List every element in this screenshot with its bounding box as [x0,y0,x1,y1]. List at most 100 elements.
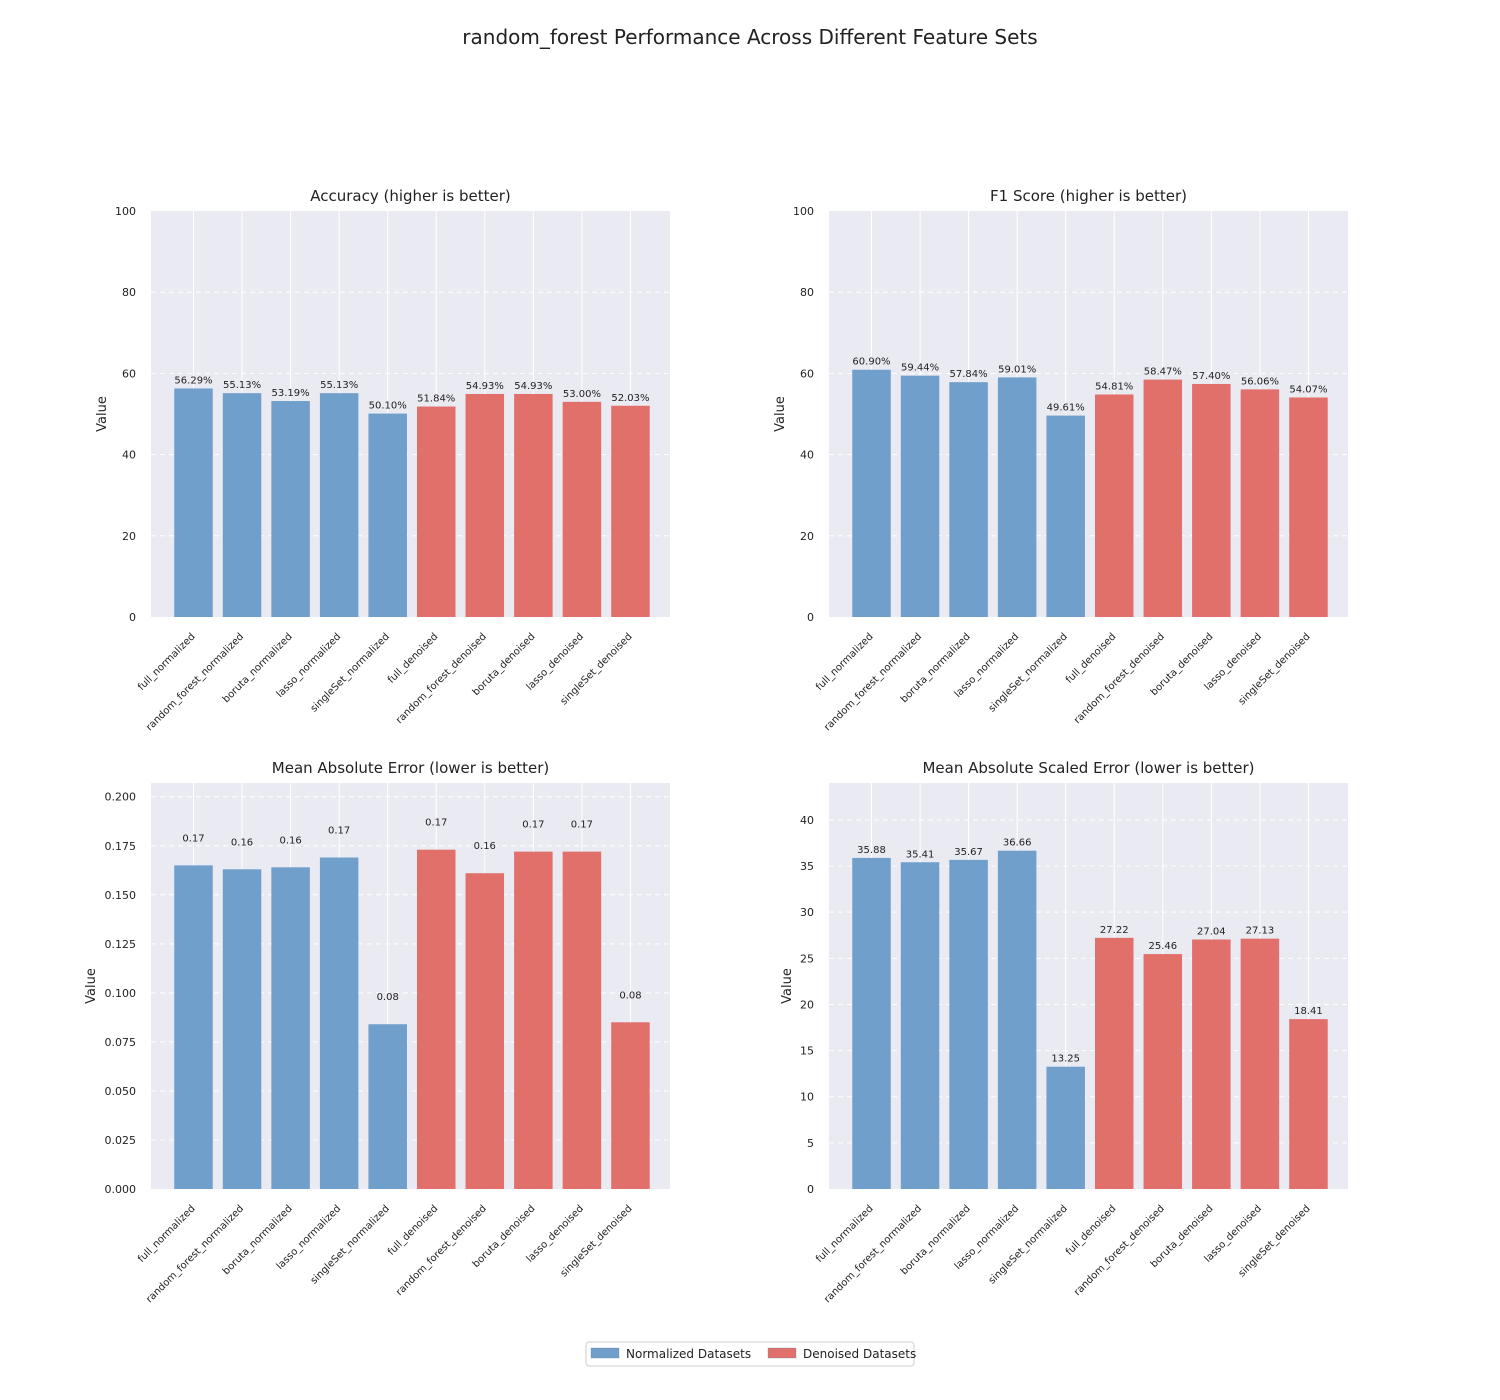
x-tick-label: random_forest_denoised [394,1203,489,1298]
legend-label: Denoised Datasets [803,1347,916,1361]
y-tick-label: 60 [800,367,814,380]
y-axis-label: Value [84,968,99,1004]
chart-title: Mean Absolute Error (lower is better) [272,759,549,777]
bar-lasso_denoised [1240,389,1280,617]
data-label: 57.84% [950,369,988,380]
legend-swatch [767,1347,797,1359]
data-label: 35.41 [906,849,935,860]
y-tick-label: 0.200 [105,791,137,804]
data-label: 56.29% [174,375,212,386]
y-tick-label: 0.000 [105,1183,137,1196]
bar-boruta_normalized [949,382,988,617]
data-label: 56.06% [1241,376,1279,387]
y-tick-label: 15 [800,1045,814,1058]
x-tick-label: random_forest_denoised [1072,631,1167,726]
data-label: 50.10% [369,401,407,412]
chart-title: Mean Absolute Scaled Error (lower is bet… [922,759,1254,777]
x-tick-label: full_denoised [1064,1203,1118,1257]
data-label: 27.04 [1197,926,1226,937]
data-label: 54.07% [1289,384,1327,395]
bar-boruta_normalized [949,859,988,1189]
bar-singleSet_normalized [1046,415,1085,617]
data-label: 53.00% [563,389,601,400]
data-label: 0.16 [279,835,301,846]
legend-swatch [590,1347,620,1359]
y-tick-label: 100 [793,205,814,218]
bar-full_normalized [174,388,213,617]
bar-full_normalized [852,369,891,617]
x-tick-label: random_forest_normalized [822,1203,924,1305]
data-label: 0.16 [231,837,253,848]
x-tick-label: full_denoised [386,1203,440,1257]
data-label: 53.19% [272,388,310,399]
data-label: 54.81% [1095,381,1133,392]
data-label: 0.08 [619,990,641,1001]
y-tick-label: 0 [129,611,136,624]
x-tick-label: singleSet_normalized [987,1203,1070,1286]
y-tick-label: 100 [115,205,136,218]
data-label: 51.84% [417,394,455,405]
bar-boruta_denoised [514,851,553,1189]
y-tick-label: 0 [807,611,814,624]
bar-lasso_denoised [562,401,602,617]
data-label: 0.17 [522,820,544,831]
chart-panel-1: 02040608010056.29%full_normalized55.13%r… [95,187,670,733]
y-tick-label: 20 [122,530,136,543]
bar-random_forest_denoised [465,393,505,617]
data-label: 54.93% [514,381,552,392]
y-tick-label: 0.050 [105,1085,137,1098]
y-tick-label: 0.025 [105,1134,137,1147]
data-label: 55.13% [223,380,261,391]
y-tick-label: 30 [800,906,814,919]
data-label: 59.01% [998,364,1036,375]
y-tick-label: 5 [807,1137,814,1150]
y-tick-label: 25 [800,952,814,965]
data-label: 52.03% [611,393,649,404]
chart-panel-3: 0.000 0.025 0.050 0.075 0.100 0.125 0.150 0.175… [84,759,670,1305]
x-tick-label: full_denoised [386,631,440,685]
bar-random_forest_normalized [222,393,262,617]
bar-full_denoised [1095,394,1134,617]
bar-boruta_denoised [514,393,553,617]
charts-group: 02040608010056.29%full_normalized55.13%r… [84,187,1348,1305]
data-label: 0.17 [182,833,204,844]
y-axis-label: Value [780,968,795,1004]
y-tick-label: 40 [122,449,136,462]
y-tick-label: 0 [807,1183,814,1196]
data-label: 0.17 [571,820,593,831]
y-axis-label: Value [95,396,110,432]
legend-box [585,1341,915,1367]
bar-boruta_denoised [1192,939,1231,1189]
bar-random_forest_denoised [465,873,505,1189]
data-label: 0.08 [377,992,399,1003]
y-tick-label: 0.075 [105,1036,137,1049]
bar-lasso_normalized [319,393,359,617]
y-tick-label: 0.100 [105,987,137,1000]
y-tick-label: 80 [800,286,814,299]
x-tick-label: random_forest_denoised [1072,1203,1167,1298]
data-label: 0.17 [425,818,447,829]
data-label: 35.88 [857,845,886,856]
y-tick-label: 20 [800,530,814,543]
data-label: 59.44% [901,363,939,374]
data-label: 27.22 [1100,925,1129,936]
y-tick-label: 40 [800,814,814,827]
data-label: 27.13 [1246,926,1275,937]
bar-random_forest_normalized [900,375,940,617]
bar-singleSet_denoised [1289,1019,1328,1189]
bar-random_forest_denoised [1143,954,1183,1189]
y-tick-label: 60 [122,367,136,380]
bar-boruta_denoised [1192,383,1231,617]
data-label: 25.46 [1148,941,1177,952]
y-tick-label: 40 [800,449,814,462]
x-tick-label: singleSet_normalized [309,631,392,714]
bar-lasso_normalized [997,850,1037,1189]
x-tick-label: random_forest_normalized [144,1203,246,1305]
y-tick-label: 20 [800,998,814,1011]
x-tick-label: full_denoised [1064,631,1118,685]
bar-random_forest_normalized [222,869,262,1189]
bar-boruta_normalized [271,867,310,1189]
data-label: 58.47% [1144,367,1182,378]
bar-singleSet_denoised [1289,397,1328,617]
